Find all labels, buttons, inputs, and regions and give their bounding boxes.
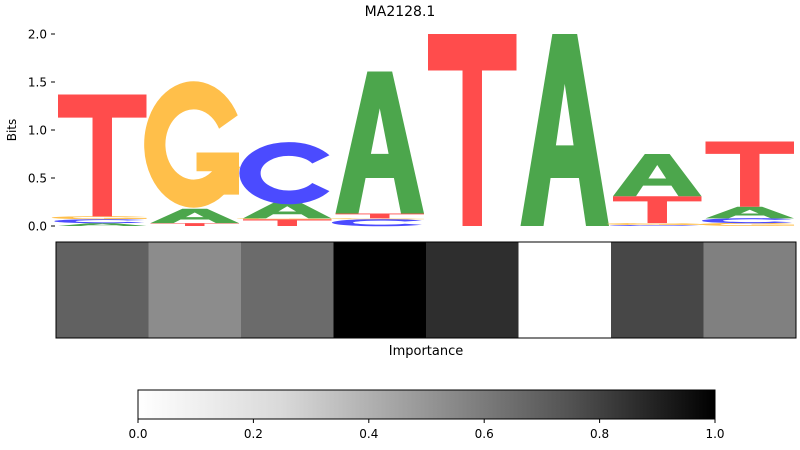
importance-cell (611, 242, 704, 338)
colorbar-tick-label: 0.4 (359, 427, 378, 441)
importance-cell (518, 242, 612, 338)
importance-cell (426, 242, 519, 338)
logo-letter-a (58, 223, 147, 226)
logo-letter-g (144, 81, 241, 208)
importance-cell (56, 242, 149, 338)
y-tick-label: 2.0 (28, 28, 47, 42)
y-axis-label: Bits (5, 119, 19, 142)
importance-frame (55, 241, 797, 339)
colorbar-tick-label: 1.0 (705, 427, 724, 441)
logo-letter-a (613, 154, 702, 197)
y-tick-label: 1.0 (28, 124, 47, 138)
colorbar-ticks: 0.0 0.2 0.4 0.6 0.8 1.0 (128, 419, 725, 441)
logo-letter-a (705, 206, 794, 219)
logo-letter-c (331, 219, 422, 227)
logo-letter-g (329, 218, 426, 220)
importance-panel: Importance (55, 241, 797, 359)
y-tick-label: 0.5 (28, 172, 47, 186)
importance-cells (56, 242, 797, 338)
logo-letter-g (606, 222, 703, 226)
y-tick-label: 1.5 (28, 76, 47, 90)
logo-letter-t (705, 141, 794, 207)
logo-letter-g (236, 218, 333, 220)
logo-letter-c (610, 225, 700, 227)
colorbar-tick-label: 0.6 (475, 427, 494, 441)
colorbar-tick-label: 0.2 (244, 427, 263, 441)
colorbar: 0.0 0.2 0.4 0.6 0.8 1.0 (128, 389, 725, 441)
y-tick-label: 0.0 (28, 220, 47, 234)
logo-letter-t (243, 219, 332, 226)
importance-cell (241, 242, 334, 338)
importance-label: Importance (389, 344, 464, 359)
colorbar-tick-label: 0.0 (128, 427, 147, 441)
chart-title: MA2128.1 (365, 4, 436, 20)
logo-letter-a (150, 208, 239, 224)
importance-cell (333, 242, 427, 338)
logo-letter-t (150, 223, 239, 226)
logo-panel: MA2128.1 Bits 0.0 0.5 1.0 1.5 2.0 (5, 4, 796, 234)
logo-letter-t (613, 196, 702, 224)
logo-letter-t (335, 213, 424, 219)
logo-letter-g (51, 216, 148, 220)
logo-letter-t (428, 34, 517, 226)
importance-cell (703, 242, 797, 338)
logo-letter-a (335, 71, 424, 214)
importance-cell (148, 242, 242, 338)
logo-letter-c (239, 142, 330, 205)
logo-letter-c (54, 219, 145, 224)
logo-letter-a (520, 34, 609, 226)
colorbar-tick-label: 0.8 (590, 427, 609, 441)
logo-letter-a (243, 202, 332, 219)
logo-letters (51, 34, 796, 227)
y-axis-ticks: 0.0 0.5 1.0 1.5 2.0 (28, 28, 55, 234)
logo-letter-t (58, 94, 147, 217)
logo-letter-c (702, 218, 792, 224)
logo-letter-g (699, 222, 796, 226)
colorbar-gradient (137, 389, 716, 420)
